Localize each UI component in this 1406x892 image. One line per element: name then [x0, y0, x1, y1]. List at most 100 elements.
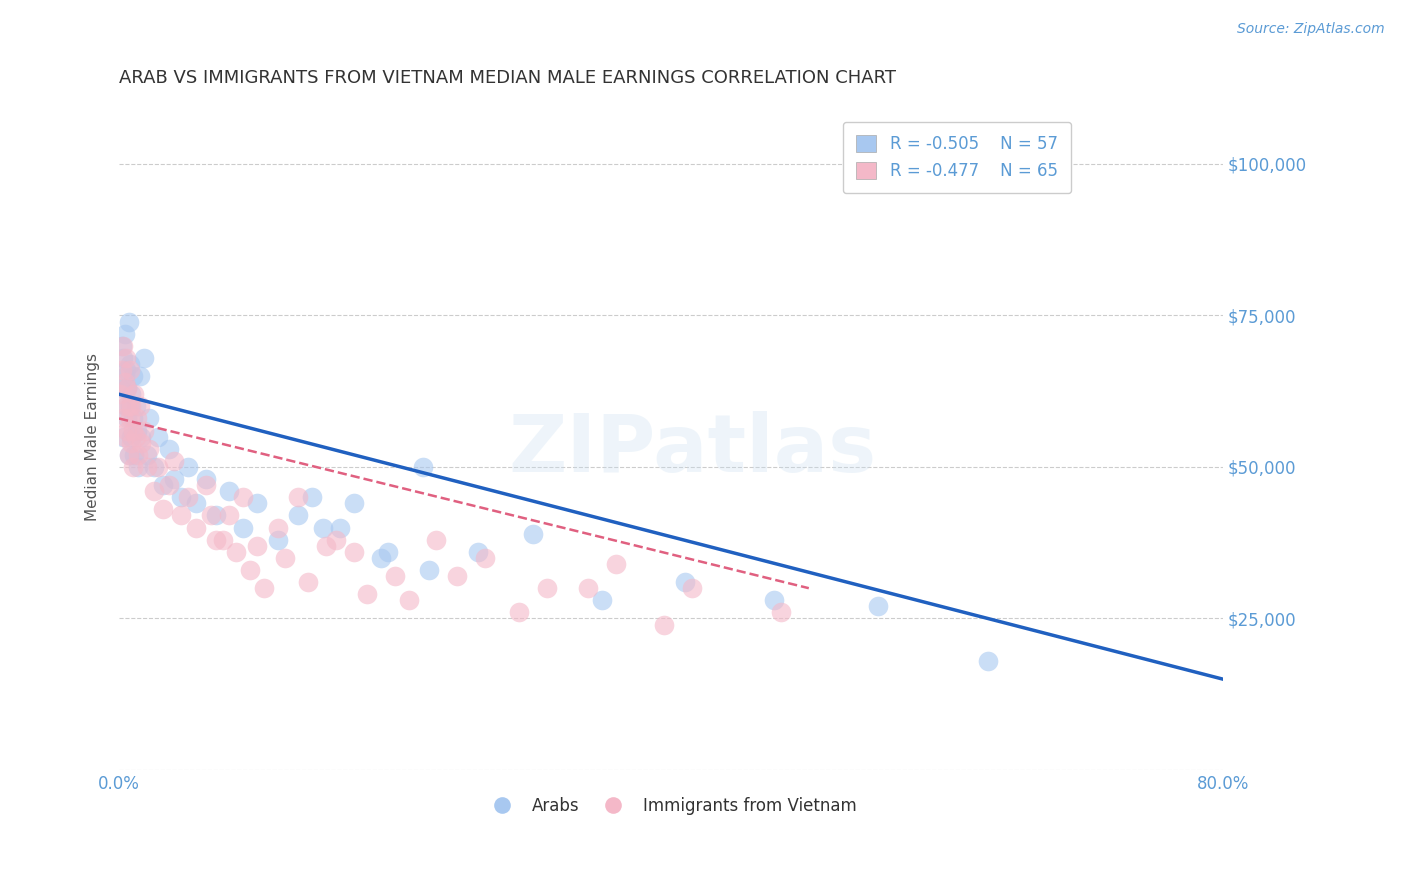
Point	[135, 460, 157, 475]
Point	[177, 460, 200, 475]
Point	[118, 314, 141, 328]
Text: ARAB VS IMMIGRANTS FROM VIETNAM MEDIAN MALE EARNINGS CORRELATION CHART: ARAB VS IMMIGRANTS FROM VIETNAM MEDIAN M…	[120, 69, 896, 87]
Point	[474, 550, 496, 565]
Point	[576, 581, 599, 595]
Point	[673, 575, 696, 590]
Point	[117, 411, 139, 425]
Point	[129, 430, 152, 444]
Point	[120, 400, 142, 414]
Point	[211, 533, 233, 547]
Point	[425, 533, 447, 547]
Point	[177, 490, 200, 504]
Point	[112, 430, 135, 444]
Point	[377, 545, 399, 559]
Point	[246, 496, 269, 510]
Point	[287, 490, 309, 504]
Point	[356, 587, 378, 601]
Point	[121, 369, 143, 384]
Point	[186, 496, 208, 510]
Point	[418, 563, 440, 577]
Point	[977, 654, 1000, 668]
Y-axis label: Median Male Earnings: Median Male Earnings	[86, 352, 100, 521]
Point	[398, 593, 420, 607]
Point	[110, 387, 132, 401]
Point	[146, 430, 169, 444]
Point	[111, 363, 134, 377]
Point	[121, 424, 143, 438]
Point	[204, 533, 226, 547]
Point	[124, 430, 146, 444]
Point	[120, 357, 142, 371]
Point	[342, 496, 364, 510]
Point	[267, 520, 290, 534]
Point	[120, 363, 142, 377]
Point	[115, 400, 138, 414]
Point	[120, 411, 142, 425]
Point	[412, 460, 434, 475]
Point	[146, 460, 169, 475]
Point	[152, 502, 174, 516]
Point	[273, 550, 295, 565]
Point	[125, 424, 148, 438]
Point	[114, 375, 136, 389]
Point	[135, 448, 157, 462]
Point	[129, 435, 152, 450]
Point	[163, 454, 186, 468]
Text: ZIPatlas: ZIPatlas	[509, 411, 877, 489]
Point	[536, 581, 558, 595]
Point	[253, 581, 276, 595]
Legend: Arabs, Immigrants from Vietnam: Arabs, Immigrants from Vietnam	[478, 790, 863, 822]
Point	[128, 369, 150, 384]
Point	[117, 381, 139, 395]
Point	[866, 599, 889, 614]
Point	[239, 563, 262, 577]
Point	[118, 448, 141, 462]
Point	[117, 424, 139, 438]
Point	[114, 326, 136, 341]
Point	[142, 484, 165, 499]
Point	[384, 569, 406, 583]
Point	[127, 460, 149, 475]
Point	[170, 490, 193, 504]
Point	[138, 411, 160, 425]
Point	[157, 442, 180, 456]
Point	[652, 617, 675, 632]
Point	[110, 381, 132, 395]
Point	[186, 520, 208, 534]
Point	[114, 369, 136, 384]
Point	[152, 478, 174, 492]
Point	[218, 484, 240, 499]
Point	[170, 508, 193, 523]
Point	[342, 545, 364, 559]
Text: Source: ZipAtlas.com: Source: ZipAtlas.com	[1237, 22, 1385, 37]
Point	[467, 545, 489, 559]
Point	[267, 533, 290, 547]
Point	[122, 448, 145, 462]
Point	[132, 351, 155, 365]
Point	[112, 411, 135, 425]
Point	[112, 351, 135, 365]
Point	[301, 490, 323, 504]
Point	[111, 339, 134, 353]
Point	[329, 520, 352, 534]
Point	[121, 387, 143, 401]
Point	[315, 539, 337, 553]
Point	[508, 606, 530, 620]
Point	[138, 442, 160, 456]
Point	[522, 526, 544, 541]
Point	[115, 351, 138, 365]
Point	[132, 424, 155, 438]
Point	[225, 545, 247, 559]
Point	[114, 430, 136, 444]
Point	[124, 400, 146, 414]
Point	[125, 411, 148, 425]
Point	[112, 339, 135, 353]
Point	[770, 606, 793, 620]
Point	[118, 400, 141, 414]
Point	[163, 472, 186, 486]
Point	[246, 539, 269, 553]
Point	[121, 400, 143, 414]
Point	[200, 508, 222, 523]
Point	[232, 490, 254, 504]
Point	[325, 533, 347, 547]
